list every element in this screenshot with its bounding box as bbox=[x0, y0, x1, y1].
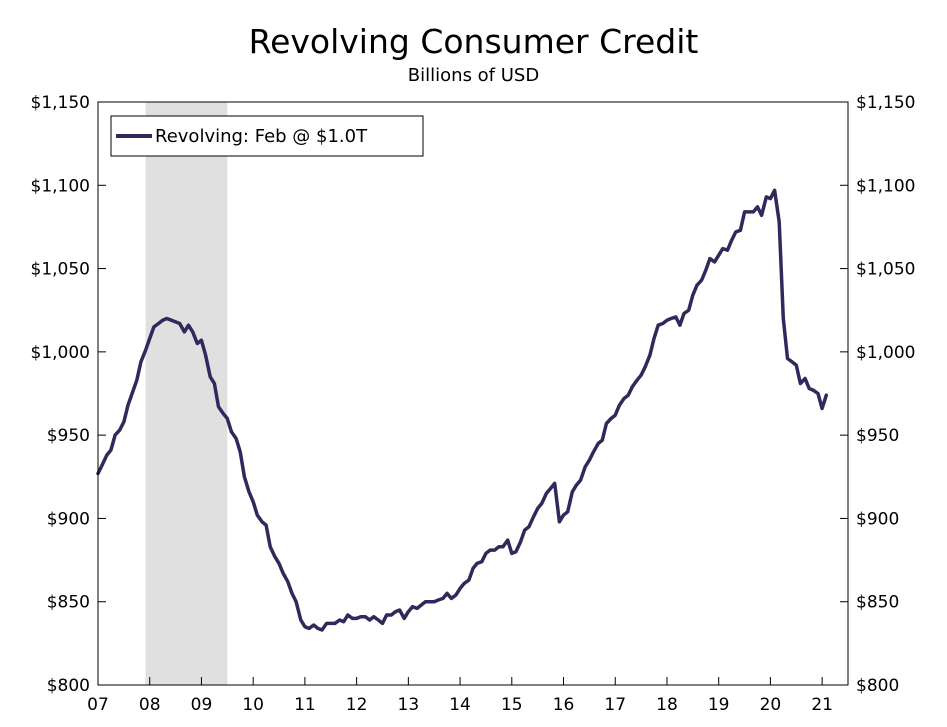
y-tick-label-right: $800 bbox=[856, 676, 899, 696]
x-tick-label: 09 bbox=[191, 695, 213, 715]
chart-subtitle: Billions of USD bbox=[407, 65, 540, 86]
x-tick-label: 13 bbox=[398, 695, 420, 715]
y-tick-label-left: $950 bbox=[47, 426, 90, 446]
x-tick-label: 16 bbox=[553, 695, 575, 715]
y-tick-label-left: $1,000 bbox=[31, 343, 90, 363]
series-line bbox=[96, 188, 829, 632]
x-tick-label: 20 bbox=[760, 695, 782, 715]
x-tick-label: 08 bbox=[139, 695, 161, 715]
y-tick-label-left: $850 bbox=[47, 593, 90, 613]
y-tick-label-right: $850 bbox=[856, 593, 899, 613]
y-tick-label-left: $1,100 bbox=[31, 176, 90, 196]
x-tick-label: 18 bbox=[656, 695, 678, 715]
x-tick-label: 07 bbox=[87, 695, 109, 715]
y-tick-label-right: $1,000 bbox=[856, 343, 915, 363]
y-tick-label-left: $1,150 bbox=[31, 93, 90, 113]
x-tick-label: 14 bbox=[449, 695, 471, 715]
y-tick-label-right: $1,150 bbox=[856, 93, 915, 113]
recession-shading bbox=[145, 102, 228, 685]
x-tick-label: 12 bbox=[346, 695, 368, 715]
y-tick-label-right: $900 bbox=[856, 509, 899, 529]
y-tick-label-left: $800 bbox=[47, 676, 90, 696]
y-tick-label-right: $1,100 bbox=[856, 176, 915, 196]
legend-box bbox=[110, 115, 424, 157]
legend-entry: Revolving: Feb @ $1.0T bbox=[155, 126, 368, 147]
plot-frame bbox=[97, 101, 849, 686]
y-tick-label-left: $900 bbox=[47, 509, 90, 529]
y-tick-label-right: $1,050 bbox=[856, 260, 915, 280]
legend: Revolving: Feb @ $1.0T bbox=[110, 115, 424, 157]
x-tick-label: 11 bbox=[294, 695, 316, 715]
x-tick-label: 17 bbox=[604, 695, 626, 715]
chart-title: Revolving Consumer Credit bbox=[248, 22, 699, 61]
x-tick-label: 15 bbox=[501, 695, 523, 715]
y-tick-label-left: $1,050 bbox=[31, 260, 90, 280]
x-tick-label: 21 bbox=[811, 695, 833, 715]
x-tick-label: 19 bbox=[708, 695, 730, 715]
x-tick-label: 10 bbox=[242, 695, 264, 715]
y-tick-label-right: $950 bbox=[856, 426, 899, 446]
